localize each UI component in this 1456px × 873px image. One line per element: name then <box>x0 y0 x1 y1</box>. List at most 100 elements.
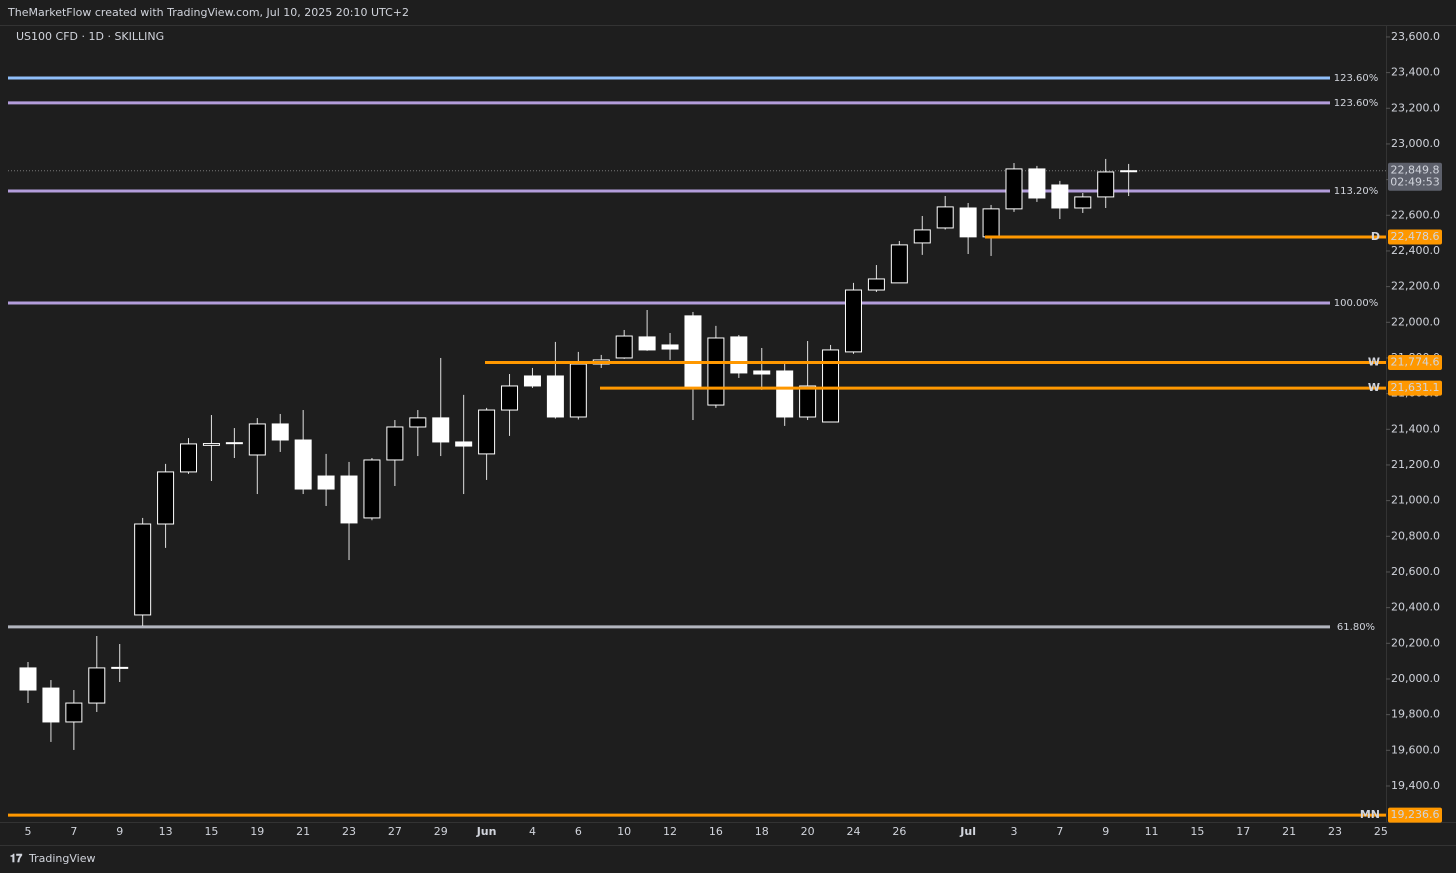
candle-body <box>638 336 656 351</box>
x-tick-label: 13 <box>159 825 173 838</box>
x-tick-label: 4 <box>529 825 536 838</box>
candle-body <box>202 443 220 446</box>
x-tick-label: 17 <box>1236 825 1250 838</box>
candle-body <box>1074 196 1092 209</box>
y-tick-label: 22,600.0 <box>1391 208 1440 221</box>
x-tick-label: 25 <box>1374 825 1388 838</box>
candle-body <box>730 336 748 374</box>
level-label: 100.00% <box>1334 298 1379 309</box>
chart-title: US100 CFD · 1D · SKILLING <box>16 30 164 43</box>
x-tick-label: 18 <box>755 825 769 838</box>
x-tick-label: 21 <box>296 825 310 838</box>
price-line-tag: D <box>1371 230 1380 243</box>
footer-logo: 𝟏𝟕 <box>10 852 23 865</box>
candle-body <box>157 471 175 525</box>
last-price-box <box>1388 162 1442 191</box>
candle-body <box>65 702 83 723</box>
x-tick-label: 27 <box>388 825 402 838</box>
candle-body <box>707 337 725 406</box>
x-tick-label: 6 <box>575 825 582 838</box>
candle-body <box>982 208 1000 238</box>
price-tag-box <box>1388 229 1442 245</box>
price-line-tag: W <box>1368 381 1380 394</box>
candle-body <box>1097 171 1115 198</box>
candle-body <box>340 475 358 524</box>
y-tick-label: 20,200.0 <box>1391 636 1440 649</box>
x-tick-label: 15 <box>204 825 218 838</box>
candle-body <box>569 363 587 418</box>
candle-body <box>1051 184 1069 209</box>
candle-body <box>88 667 106 704</box>
candle-body <box>844 289 862 353</box>
candle-body <box>478 409 496 455</box>
candle-body <box>42 687 60 723</box>
y-tick-label: 21,400.0 <box>1391 422 1440 435</box>
x-tick-label: 9 <box>1102 825 1109 838</box>
candle-body <box>1028 168 1046 199</box>
x-tick-label: 16 <box>709 825 723 838</box>
price-tag: 21,631.1 <box>1391 381 1440 394</box>
x-tick-label: 15 <box>1190 825 1204 838</box>
y-tick-label: 23,000.0 <box>1391 137 1440 150</box>
candle-body <box>317 475 335 490</box>
x-tick-label: 20 <box>801 825 815 838</box>
x-tick-label: 19 <box>250 825 264 838</box>
x-tick-label: Jul <box>959 825 976 838</box>
candle-body <box>615 335 633 359</box>
candle-body <box>890 244 908 284</box>
level-label: 123.60% <box>1334 98 1379 109</box>
candle-body <box>822 349 840 423</box>
x-tick-label: 9 <box>116 825 123 838</box>
x-tick-label: 10 <box>617 825 631 838</box>
price-tag: 22,478.6 <box>1391 230 1440 243</box>
y-tick-label: 23,600.0 <box>1391 30 1440 43</box>
candle-body <box>661 344 679 350</box>
candle-body <box>936 206 954 229</box>
x-tick-label: 7 <box>1056 825 1063 838</box>
candle-body <box>799 385 817 418</box>
y-tick-label: 19,600.0 <box>1391 743 1440 756</box>
y-tick-label: 23,400.0 <box>1391 66 1440 79</box>
candle-body <box>1120 170 1138 173</box>
candle-body <box>19 667 37 691</box>
candle-body <box>753 370 771 375</box>
y-tick-label: 22,200.0 <box>1391 280 1440 293</box>
candle-body <box>180 443 198 473</box>
level-label: 61.80% <box>1337 622 1375 633</box>
y-tick-label: 21,000.0 <box>1391 494 1440 507</box>
candle-body <box>432 417 450 443</box>
price-tag-box <box>1388 807 1442 823</box>
last-price: 22,849.8 <box>1391 164 1440 177</box>
candle-body <box>684 315 702 389</box>
price-tag: 19,236.6 <box>1391 808 1440 821</box>
y-tick-label: 21,200.0 <box>1391 458 1440 471</box>
candle-body <box>959 207 977 238</box>
candle-body <box>546 375 564 418</box>
x-tick-label: 26 <box>892 825 906 838</box>
candle-body <box>134 523 152 616</box>
x-tick-label: 23 <box>1328 825 1342 838</box>
y-tick-label: 20,800.0 <box>1391 529 1440 542</box>
candle-body <box>1005 168 1023 210</box>
header: TheMarketFlow created with TradingView.c… <box>7 6 409 19</box>
level-label: 123.60% <box>1334 73 1379 84</box>
candle-body <box>248 423 266 456</box>
candle-body <box>913 229 931 244</box>
x-tick-label: 29 <box>434 825 448 838</box>
x-tick-label: 12 <box>663 825 677 838</box>
x-tick-label: 23 <box>342 825 356 838</box>
y-tick-label: 23,200.0 <box>1391 101 1440 114</box>
countdown: 02:49:53 <box>1390 176 1439 189</box>
candle-body <box>455 441 473 447</box>
x-tick-label: 7 <box>70 825 77 838</box>
candle-body <box>867 278 885 291</box>
footer: TradingView <box>28 852 95 865</box>
price-tag-box <box>1388 380 1442 396</box>
y-tick-label: 19,800.0 <box>1391 708 1440 721</box>
candle-body <box>363 459 381 519</box>
x-tick-label: Jun <box>476 825 497 838</box>
y-tick-label: 20,600.0 <box>1391 565 1440 578</box>
x-tick-label: 3 <box>1010 825 1017 838</box>
candle-body <box>294 439 312 490</box>
